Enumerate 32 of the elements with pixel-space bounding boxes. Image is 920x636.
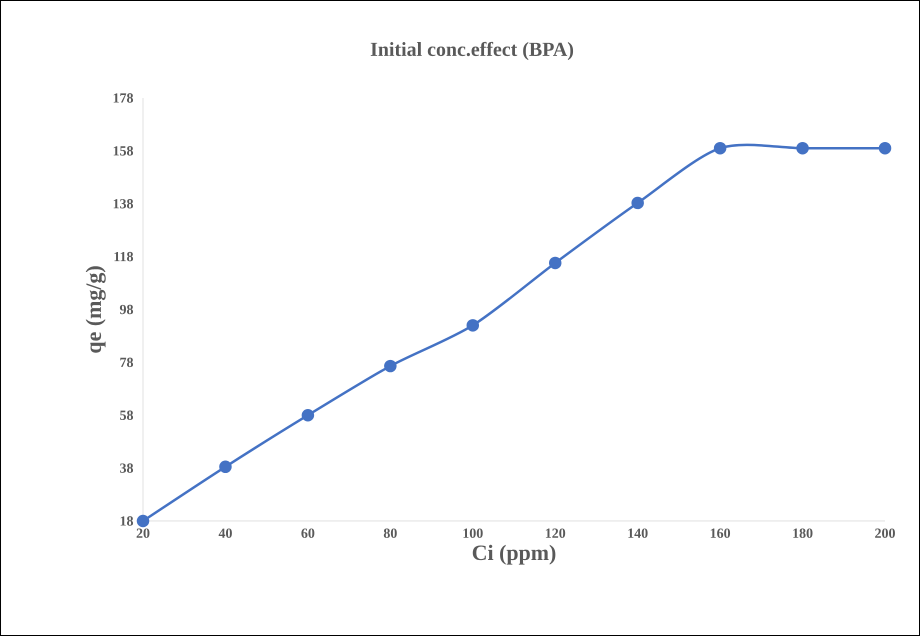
- y-tick-label: 118: [114, 252, 134, 262]
- x-tick-label: 120: [546, 528, 566, 538]
- point: [302, 408, 314, 422]
- point: [631, 196, 644, 210]
- y-axis-title: qe (mg/g): [86, 266, 106, 353]
- x-tick-label: 60: [301, 528, 314, 538]
- point: [466, 319, 480, 332]
- x-tick-label: 20: [136, 528, 150, 538]
- x-tick-label: 100: [463, 528, 483, 538]
- x-tick-label: 40: [218, 528, 232, 538]
- point: [548, 256, 562, 270]
- x-tick-label: 180: [793, 528, 812, 538]
- point: [136, 514, 150, 528]
- y-tick-label: 138: [114, 199, 134, 208]
- chart-title: Initial conc.effect (BPA): [370, 42, 574, 60]
- x-tick-label: 200: [875, 528, 895, 538]
- y-tick-label: 178: [114, 93, 134, 103]
- point: [714, 142, 726, 154]
- point: [384, 360, 397, 372]
- point: [219, 460, 232, 474]
- point: [878, 142, 892, 154]
- y-tick-label: 158: [114, 146, 134, 156]
- x-axis-title: Ci (ppm): [472, 544, 556, 565]
- y-tick-label: 78: [120, 358, 134, 368]
- y-tick-label: 58: [120, 410, 134, 420]
- y-tick-label: 98: [120, 304, 134, 314]
- x-tick-label: 80: [384, 528, 397, 538]
- x-tick-label: 140: [628, 528, 648, 538]
- y-tick-label: 38: [120, 463, 134, 473]
- point: [796, 142, 809, 154]
- x-tick-label: 160: [710, 528, 730, 538]
- y-tick-label: 18: [120, 516, 134, 526]
